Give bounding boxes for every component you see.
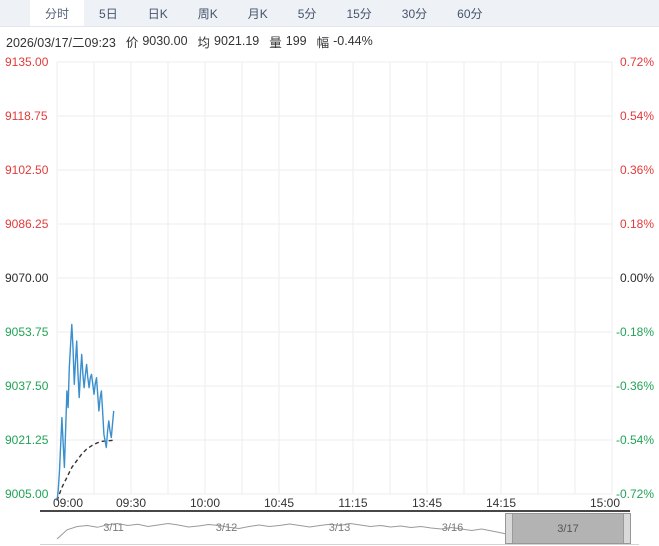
volume-label: 量 xyxy=(269,35,282,50)
navigator-date-label: 3/13 xyxy=(328,522,351,534)
change-value: -0.44% xyxy=(333,34,373,48)
average-line xyxy=(56,439,114,501)
navigator-bottom-border xyxy=(40,544,639,545)
tab-period-5[interactable]: 5分 xyxy=(297,6,317,21)
navigator-date-label: 3/11 xyxy=(103,522,124,534)
date-range-navigator[interactable]: 3/17 3/11 3/12 3/13 3/16 xyxy=(0,513,659,546)
change-label: 幅 xyxy=(316,35,330,50)
tab-period-1[interactable]: 5日 xyxy=(99,6,118,21)
navigator-left-handle[interactable] xyxy=(506,514,513,543)
period-tab-bar: 分时 5日 日K 周K 月K 5分 15分 30分 60分 xyxy=(0,0,659,27)
navigator-selected-range[interactable]: 3/17 xyxy=(505,513,631,544)
tab-period-4[interactable]: 月K xyxy=(247,6,268,21)
price-label: 价 xyxy=(125,35,139,50)
quote-datetime: 2026/03/17/二09:23 xyxy=(6,35,116,50)
tab-period-6[interactable]: 15分 xyxy=(346,6,372,21)
tab-period-2[interactable]: 日K xyxy=(147,6,168,21)
tab-period-8[interactable]: 60分 xyxy=(457,6,483,21)
tab-period-7[interactable]: 30分 xyxy=(401,6,428,21)
tab-period-3[interactable]: 周K xyxy=(197,6,218,21)
volume-value: 199 xyxy=(285,34,307,48)
price-value: 9030.00 xyxy=(142,34,188,48)
navigator-selected-date: 3/17 xyxy=(557,522,579,535)
quote-status-line: 2026/03/17/二09:23 价 9030.00 均 9021.19 量 … xyxy=(6,32,383,50)
navigator-sparkline xyxy=(56,522,513,540)
navigator-date-label: 3/16 xyxy=(441,522,464,534)
x-axis-baseline xyxy=(40,510,630,512)
navigator-date-label: 3/12 xyxy=(215,522,238,534)
tab-period-0[interactable]: 分时 xyxy=(30,0,85,26)
average-label: 均 xyxy=(197,35,211,50)
navigator-right-handle[interactable] xyxy=(623,514,630,543)
price-line xyxy=(56,323,115,501)
average-value: 9021.19 xyxy=(214,34,260,48)
